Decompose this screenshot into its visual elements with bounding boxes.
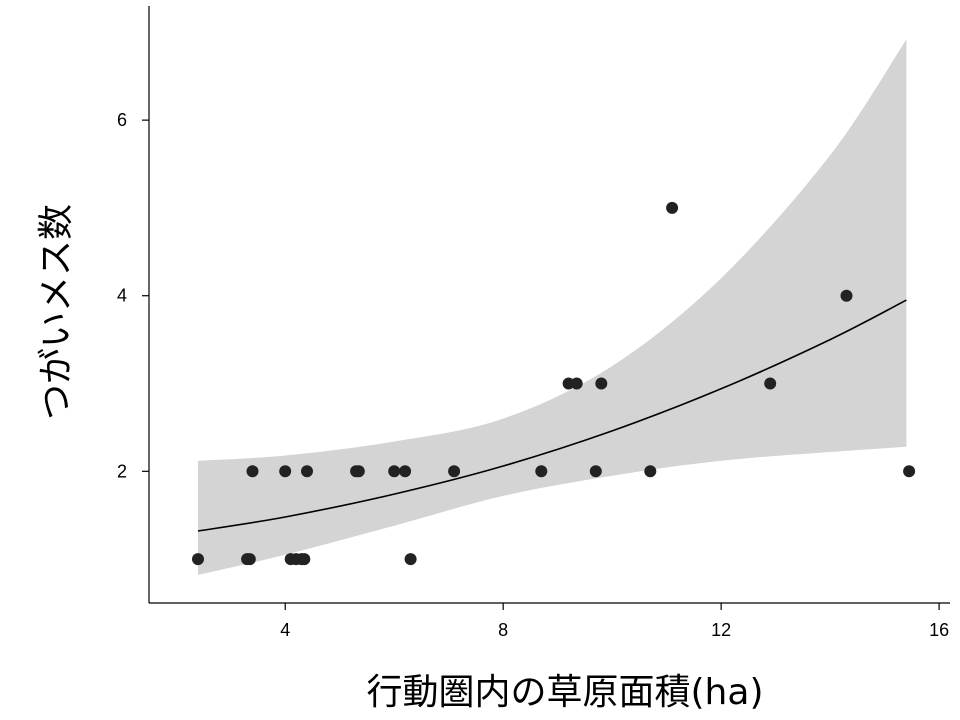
data-point <box>301 465 313 478</box>
x-tick-label: 12 <box>711 620 731 640</box>
x-tick-label: 8 <box>498 620 508 640</box>
fit-line-path <box>197 299 907 532</box>
data-point <box>570 377 583 390</box>
y-tick-label: 2 <box>117 461 127 481</box>
x-tick-label: 16 <box>929 620 949 640</box>
y-tick-label: 6 <box>117 110 127 130</box>
data-point <box>298 553 311 566</box>
x-axis-title: 行動圏内の草原面積(ha) <box>367 672 764 713</box>
data-point <box>764 377 777 390</box>
confidence-band-area <box>198 39 907 575</box>
x-ticks: 4 8 12 16 <box>280 603 949 640</box>
data-point <box>666 201 679 214</box>
data-point <box>246 465 259 478</box>
data-point <box>595 377 608 390</box>
data-point <box>399 465 412 478</box>
x-tick-label: 4 <box>280 620 290 640</box>
fit-line <box>197 299 907 532</box>
data-point <box>535 465 548 478</box>
data-point <box>840 289 853 302</box>
y-axis-title: つがいメス数 <box>36 204 77 420</box>
confidence-band <box>198 39 907 575</box>
data-point <box>388 465 401 478</box>
data-point <box>279 465 292 478</box>
axes <box>148 6 950 604</box>
data-point <box>192 553 204 566</box>
data-point <box>903 465 916 478</box>
data-point <box>243 553 256 566</box>
data-point <box>589 465 602 478</box>
y-tick-label: 4 <box>117 286 127 306</box>
data-point <box>448 465 461 478</box>
data-point <box>404 553 417 566</box>
data-points <box>192 201 916 566</box>
y-ticks: 2 4 6 <box>117 110 149 481</box>
data-point <box>352 465 365 478</box>
data-point <box>644 465 657 478</box>
